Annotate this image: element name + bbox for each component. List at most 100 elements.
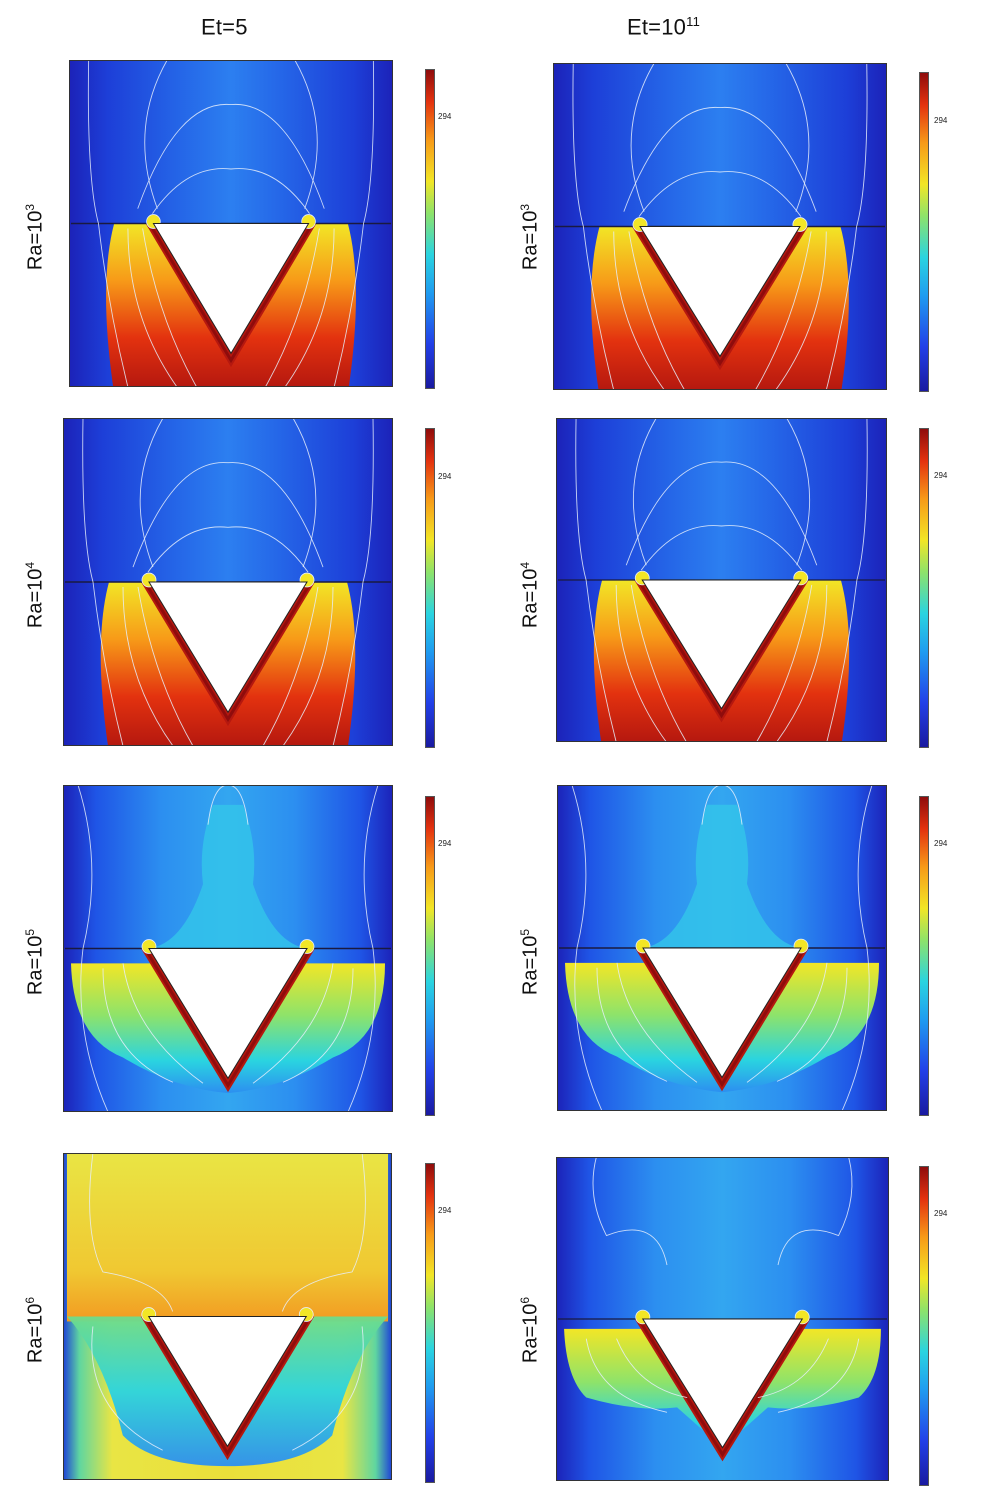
row-label-sup: 4 — [518, 561, 532, 569]
isotherm-line — [332, 417, 374, 747]
panel-et5-ra6 — [63, 1152, 392, 1480]
isotherm-line — [757, 1338, 829, 1398]
row-label-ra6-right: Ra=106 — [510, 1260, 542, 1400]
row-label-ra4-left: Ra=104 — [15, 525, 47, 665]
colorbar-et1011-ra4 — [919, 428, 929, 748]
triangular-obstacle — [148, 948, 308, 1080]
colorbar-tick-label: 294 — [438, 112, 452, 121]
hot-edge-line — [148, 222, 314, 364]
isotherm-line — [294, 59, 318, 209]
isotherm-line — [785, 62, 810, 212]
isotherm-line — [137, 104, 325, 209]
colorbar-tick-label: 294 — [438, 472, 452, 481]
isotherm-line — [640, 525, 803, 571]
upper-plume — [149, 804, 307, 949]
triangular-obstacle — [641, 579, 802, 710]
isotherm-line — [592, 1156, 668, 1266]
isotherm-line — [122, 963, 204, 1084]
column-header-base: Et=5 — [201, 14, 248, 40]
isotherm-line — [132, 462, 324, 568]
isotherm-line — [777, 1156, 853, 1266]
colorbar-tick-label: 294 — [934, 1209, 948, 1218]
warm-upper-region — [66, 1153, 389, 1322]
row-label-base: Ra=10 — [519, 210, 542, 271]
isotherm-line — [571, 784, 603, 1112]
isotherm-line — [613, 231, 665, 391]
isotherm-line — [89, 1152, 174, 1312]
hot-edge-line — [143, 581, 313, 723]
row-label-sup: 5 — [23, 928, 37, 936]
row-label-base: Ra=10 — [519, 568, 542, 629]
row-label-ra5-left: Ra=105 — [15, 892, 47, 1032]
colorbar-tick-label: 294 — [438, 839, 452, 848]
isotherm-line — [87, 59, 129, 388]
hot-edge-line — [637, 947, 807, 1088]
panel-et1011-ra3 — [553, 62, 887, 391]
isotherm-line — [633, 417, 657, 566]
isotherm-line — [292, 1326, 364, 1451]
triangular-obstacle — [148, 581, 308, 714]
isotherm-line — [137, 586, 194, 747]
colorbar-et1011-ra3 — [919, 72, 929, 392]
panel-et5-ra4 — [63, 417, 393, 747]
isotherm-line — [144, 59, 168, 209]
column-header-sup: 11 — [686, 14, 701, 29]
isotherm-line — [127, 228, 178, 388]
isotherm-line — [347, 784, 379, 1113]
row-label-sup: 6 — [518, 1296, 532, 1304]
isotherm-line — [630, 62, 655, 212]
triangular-obstacle — [642, 947, 802, 1079]
row-label-sup: 4 — [23, 561, 37, 569]
isotherm-line — [825, 62, 868, 391]
panel-et5-ra5 — [63, 784, 393, 1113]
colorbar-tick-label: 294 — [438, 1206, 452, 1215]
isotherm-line — [630, 584, 687, 743]
row-label-base: Ra=10 — [24, 1303, 47, 1364]
row-label-sup: 3 — [23, 203, 37, 211]
isotherm-line — [282, 968, 354, 1083]
row-label-ra3-right: Ra=103 — [510, 167, 542, 307]
panel-frame — [557, 785, 887, 1111]
isotherm-line — [756, 584, 813, 743]
upper-plume — [643, 804, 801, 948]
isotherm-line — [152, 168, 310, 214]
isotherm-line — [333, 59, 375, 388]
column-header-base: Et=10 — [627, 14, 687, 40]
panel-et1011-ra5 — [557, 784, 887, 1112]
isotherm-line — [585, 1338, 668, 1413]
row-label-base: Ra=10 — [24, 935, 47, 996]
colorbar-et5-ra5 — [425, 796, 435, 1116]
isotherm-line — [147, 526, 309, 573]
colorbar-tick-label: 294 — [934, 839, 948, 848]
triangular-obstacle — [152, 223, 310, 355]
row-label-base: Ra=10 — [519, 935, 542, 996]
isotherm-line — [77, 784, 109, 1113]
colorbar-et5-ra4 — [425, 428, 435, 748]
panel-frame — [63, 1153, 392, 1480]
panel-frame — [556, 1157, 889, 1481]
isotherm-line — [776, 584, 828, 743]
triangular-obstacle — [639, 226, 801, 358]
triangular-obstacle — [641, 1318, 804, 1449]
isotherm-line — [826, 417, 868, 743]
isotherm-line — [625, 461, 818, 566]
isotherm-line — [628, 231, 685, 391]
colorbar-et5-ra6 — [425, 1163, 435, 1483]
isotherm-line — [786, 417, 810, 566]
isotherm-line — [775, 231, 827, 391]
row-label-ra4-right: Ra=104 — [510, 525, 542, 665]
isotherm-line — [596, 967, 668, 1082]
isotherm-line — [82, 417, 124, 747]
isotherm-line — [616, 962, 698, 1083]
panel-frame — [553, 63, 887, 390]
colorbar-et1011-ra5 — [919, 796, 929, 1116]
isotherm-line — [623, 107, 817, 212]
panel-frame — [69, 60, 393, 387]
colorbar-tick-label: 294 — [934, 471, 948, 480]
panel-et5-ra3 — [69, 59, 393, 388]
hot-edge-line — [143, 947, 313, 1089]
row-label-base: Ra=10 — [24, 210, 47, 271]
isotherm-line — [264, 228, 320, 388]
panel-et1011-ra6 — [556, 1156, 889, 1481]
colorbar-et1011-ra6 — [919, 1166, 929, 1486]
